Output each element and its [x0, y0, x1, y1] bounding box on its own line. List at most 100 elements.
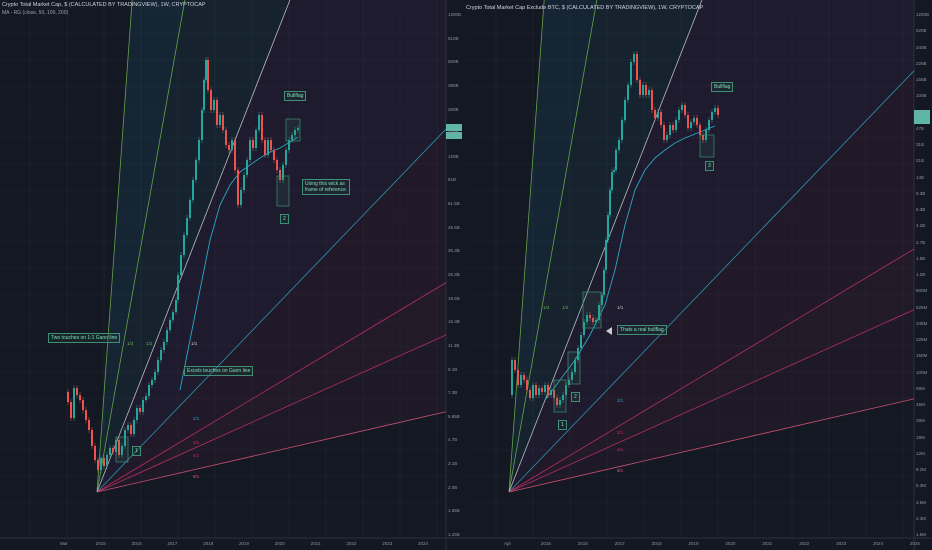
right-candle-57	[672, 125, 674, 130]
right-note-num2[interactable]: 2	[571, 392, 580, 402]
right-note-num1[interactable]: 1	[558, 420, 567, 430]
right-note-thats-bullflag[interactable]: Thats a real bullflag	[617, 325, 667, 335]
left-candle-79	[297, 128, 299, 130]
right-candle-10	[538, 388, 540, 395]
right-price-tick-19: 345M	[916, 320, 928, 326]
left-price-tick-13: 15.3B	[448, 319, 460, 325]
right-price-tick-3: 225B	[916, 60, 927, 66]
gann-fan-line-0-1	[96, 0, 186, 493]
right-time-tick-6: 2020	[725, 541, 736, 546]
left-candle-57	[231, 140, 233, 150]
left-candle-42	[189, 200, 191, 218]
gann-fan-line-0-3	[96, 128, 447, 493]
gann-fan-line-1-0	[508, 0, 545, 493]
right-candle-25	[583, 322, 585, 335]
right-candle-29	[595, 320, 597, 322]
gann-fan-line-1-5	[508, 309, 915, 493]
right-price-tick-30: 3.5M	[916, 499, 927, 505]
right-candle-9	[535, 385, 537, 395]
gann-fan-line-1-6	[508, 398, 915, 493]
gann-fan-label-1-6: 8/1	[617, 468, 624, 473]
right-price-tick-21: 150M	[916, 353, 928, 359]
left-price-tick-4: 260B	[448, 106, 459, 112]
right-candle-4	[520, 375, 522, 385]
right-note-bullflag[interactable]: Bullflag	[711, 82, 734, 92]
right-price-tick-4: 155B	[916, 77, 927, 82]
left-note-two-touches[interactable]: Two touches on 1:1 Gann line	[48, 333, 121, 343]
right-candle-60	[681, 105, 683, 110]
right-price-tick-5: 100B	[916, 93, 927, 99]
gann-fan-label-1-0: 1/3	[543, 305, 550, 310]
left-candle-12	[100, 458, 102, 470]
annotation-box-4	[567, 351, 581, 385]
right-price-tick-20: 225M	[916, 337, 928, 342]
left-price-tick-17: 5.95B	[448, 413, 460, 419]
gann-fan-line-1-3	[508, 70, 915, 493]
gann-fan-label-0-0: 1/3	[127, 341, 134, 346]
left-candle-64	[252, 140, 254, 148]
left-candle-78	[294, 130, 296, 135]
right-ma-line	[544, 125, 716, 401]
right-candle-34	[607, 215, 609, 240]
gann-fan-label-1-3: 2/1	[617, 398, 624, 403]
left-time-tick-0: Mar	[60, 541, 68, 546]
right-price-tick-16: 1.2B	[916, 272, 926, 277]
right-price-tick-27: 12M	[916, 450, 925, 456]
left-time-tick-2: 2016	[131, 541, 142, 546]
left-time-tick-3: 2017	[167, 541, 178, 546]
gann-fan-label-0-6: 8/1	[193, 474, 200, 479]
right-candle-40	[621, 120, 623, 140]
left-candle-75	[285, 150, 287, 165]
right-price-tick-10: 14B	[916, 174, 925, 180]
left-candle-55	[225, 130, 227, 145]
right-time-tick-2: 2016	[577, 541, 588, 546]
right-candle-38	[615, 150, 617, 170]
right-candle-21	[571, 372, 573, 380]
right-candle-67	[702, 135, 704, 140]
right-price-tick-18: 525M	[916, 304, 928, 310]
right-candle-72	[717, 108, 719, 115]
left-candle-69	[267, 140, 269, 155]
right-price-tick-7: 47B	[916, 125, 925, 131]
right-candle-2	[514, 360, 516, 370]
gann-fan-label-0-1: 1/2	[146, 341, 153, 346]
right-candle-51	[654, 110, 656, 118]
right-candle-6	[526, 380, 528, 390]
right-candle-42	[627, 85, 629, 100]
right-candle-3	[517, 370, 519, 385]
left-candle-58	[234, 140, 236, 170]
right-candle-23	[577, 348, 579, 360]
left-note-num1[interactable]: 1	[132, 446, 141, 456]
right-candle-53	[660, 112, 662, 125]
left-price-tick-12: 19.5B	[448, 295, 460, 301]
left-candle-22	[130, 425, 132, 434]
left-candle-59	[237, 170, 239, 205]
left-candle-36	[172, 312, 174, 320]
left-candle-41	[186, 218, 188, 235]
right-candle-31	[601, 295, 603, 305]
right-price-tick-25: 29M	[916, 418, 925, 424]
left-candle-14	[106, 455, 108, 466]
left-note-num2[interactable]: 2	[280, 214, 289, 224]
left-candle-68	[264, 140, 266, 155]
left-candle-7	[85, 410, 87, 420]
right-candle-52	[657, 112, 659, 118]
left-price-tick-1: 810B	[448, 35, 459, 41]
left-candle-43	[192, 180, 194, 200]
left-note-excels[interactable]: Excels touches on Gann line	[184, 366, 254, 376]
left-candle-60	[240, 190, 242, 205]
left-note-bullflag[interactable]: Bullflag	[284, 91, 307, 101]
left-note-using-wick[interactable]: Using this wick as frame of reference	[302, 179, 350, 195]
right-note-num3[interactable]: 3	[705, 161, 714, 171]
left-price-tick-3: 380B	[448, 82, 459, 88]
left-candle-56	[228, 145, 230, 150]
left-price-tick-10: 35.3B	[448, 248, 460, 254]
gann-fan-label-0-2: 1/1	[191, 341, 198, 346]
left-candle-52	[216, 100, 218, 125]
left-price-tick-8: 61.5B	[448, 201, 460, 207]
left-candle-6	[82, 400, 84, 410]
left-candle-24	[136, 408, 138, 420]
left-candle-45	[198, 140, 200, 160]
gann-fan-label-1-5: 4/1	[617, 447, 624, 452]
